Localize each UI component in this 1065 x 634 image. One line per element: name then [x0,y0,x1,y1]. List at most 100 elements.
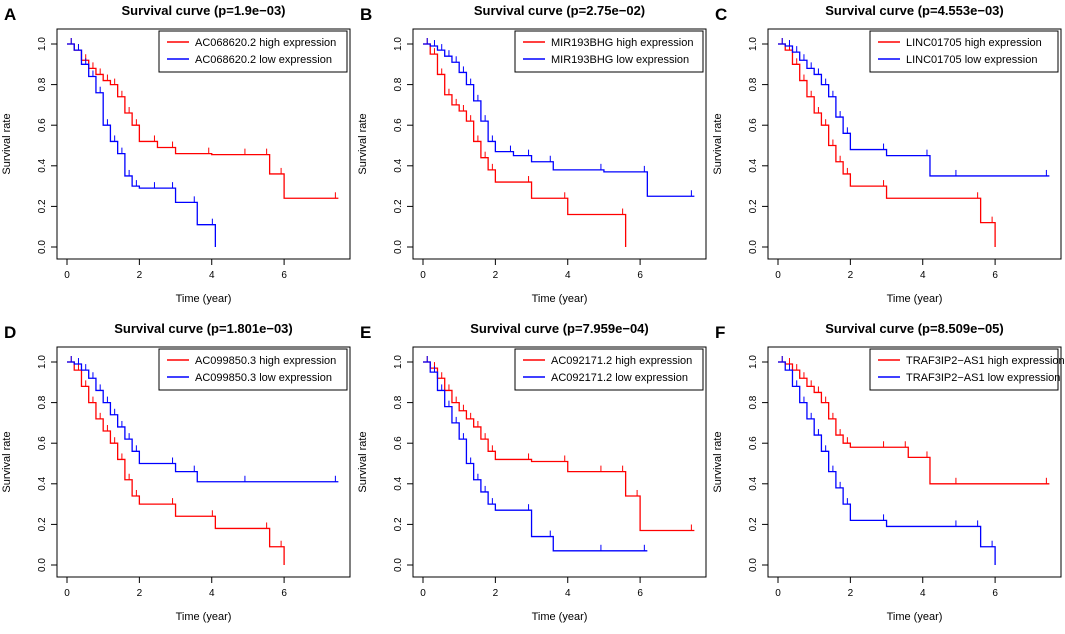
survival-curve-low [423,43,695,197]
y-tick-label: 0.8 [37,77,48,91]
y-tick-label: 0.0 [748,240,759,254]
y-axis-label: Survival rate [1,113,13,174]
y-tick-label: 0.2 [37,517,48,531]
x-tick-label: 6 [992,270,998,281]
x-axis-label: Time (year) [532,611,588,623]
panel-d: D Survival curve (p=1.801e−03) 0.0 0.2 0.4 0.… [1,321,351,623]
panel-b: B Survival curve (p=2.75e−02) 0.0 0.2 0.4 0.6… [357,3,707,305]
survival-curve-high [423,361,695,532]
chart-title: Survival curve (p=2.75e−02) [474,3,645,18]
y-tick-label: 0.4 [748,476,759,490]
x-axis-label: Time (year) [176,293,232,305]
x-tick-label: 2 [137,588,143,599]
y-tick-label: 0.0 [37,558,48,572]
x-tick-label: 2 [137,270,143,281]
legend-box [869,30,1059,73]
y-tick-label: 1.0 [393,355,404,369]
survival-curve-high [778,43,996,247]
survival-curve-low [423,361,648,552]
x-tick-label: 0 [420,588,426,599]
x-tick-label: 2 [848,588,854,599]
y-tick-label: 0.6 [37,436,48,450]
legend-entry: AC068620.2 high expression [195,37,336,49]
legend-box [158,348,348,391]
panel-a: A Survival curve (p=1.9e−03) 0.0 0.2 0.4 0.6 0… [1,3,351,305]
y-tick-label: 0.6 [393,118,404,132]
y-tick-label: 0.4 [748,158,759,172]
y-tick-label: 0.4 [37,476,48,490]
y-axis-label: Survival rate [712,431,724,492]
legend-entry: MIR193BHG high expression [551,37,693,49]
x-tick-label: 4 [209,588,215,599]
legend-entry: TRAF3IP2−AS1 low expression [906,372,1060,384]
x-tick-label: 4 [565,588,571,599]
survival-curve-low [67,43,217,247]
x-tick-label: 4 [920,270,926,281]
panel-f: F Survival curve (p=8.509e−05) 0.0 0.2 0.4 0.… [712,321,1065,623]
chart-title: Survival curve (p=8.509e−05) [825,321,1004,336]
survival-curve-high [67,361,285,565]
survival-curve-high [67,43,339,199]
survival-curve-low [778,361,996,565]
y-tick-label: 0.6 [393,436,404,450]
survival-curve-high [423,43,627,247]
plot-frame [767,346,1062,578]
y-tick-label: 1.0 [37,37,48,51]
y-tick-label: 0.0 [393,240,404,254]
y-tick-label: 0.8 [393,395,404,409]
plot-frame [767,28,1062,260]
y-tick-label: 0.0 [37,240,48,254]
y-tick-label: 0.8 [748,77,759,91]
x-tick-label: 0 [775,270,781,281]
panel-label: F [715,323,725,342]
x-axis-label: Time (year) [176,611,232,623]
y-tick-label: 0.4 [393,476,404,490]
legend-entry: AC099850.3 high expression [195,355,336,367]
y-tick-label: 0.0 [748,558,759,572]
panel-label: A [4,5,16,24]
legend-entry: LINC01705 low expression [906,54,1037,66]
x-tick-label: 0 [64,588,70,599]
y-tick-label: 0.2 [748,517,759,531]
plot-frame [56,346,351,578]
y-axis-label: Survival rate [357,113,369,174]
survival-curve-high [778,361,1050,485]
chart-title: Survival curve (p=7.959e−04) [470,321,649,336]
x-tick-label: 0 [420,270,426,281]
y-tick-label: 0.8 [748,395,759,409]
x-tick-label: 0 [64,270,70,281]
x-axis-label: Time (year) [532,293,588,305]
panel-label: E [360,323,371,342]
y-tick-label: 0.2 [748,199,759,213]
chart-title: Survival curve (p=1.9e−03) [121,3,285,18]
plot-frame [412,28,707,260]
legend-box [869,348,1059,391]
y-axis-label: Survival rate [357,431,369,492]
chart-title: Survival curve (p=1.801e−03) [114,321,293,336]
y-tick-label: 0.2 [393,517,404,531]
x-tick-label: 2 [848,270,854,281]
chart-title: Survival curve (p=4.553e−03) [825,3,1004,18]
y-tick-label: 0.8 [37,395,48,409]
y-tick-label: 0.4 [37,158,48,172]
x-tick-label: 4 [565,270,571,281]
y-tick-label: 1.0 [748,355,759,369]
panel-label: B [360,5,372,24]
x-tick-label: 6 [637,270,643,281]
y-tick-label: 1.0 [393,37,404,51]
y-tick-label: 0.2 [393,199,404,213]
legend-entry: AC099850.3 low expression [195,372,332,384]
y-tick-label: 0.6 [37,118,48,132]
y-tick-label: 0.6 [748,436,759,450]
legend-box [158,30,348,73]
survival-curve-low [778,43,1050,177]
x-tick-label: 6 [281,588,287,599]
legend-box [514,30,704,73]
x-tick-label: 0 [775,588,781,599]
y-tick-label: 0.8 [393,77,404,91]
panel-c: C Survival curve (p=4.553e−03) 0.0 0.2 0.4 0.… [712,3,1062,305]
x-tick-label: 6 [281,270,287,281]
panel-label: D [4,323,16,342]
legend-box [514,348,704,391]
